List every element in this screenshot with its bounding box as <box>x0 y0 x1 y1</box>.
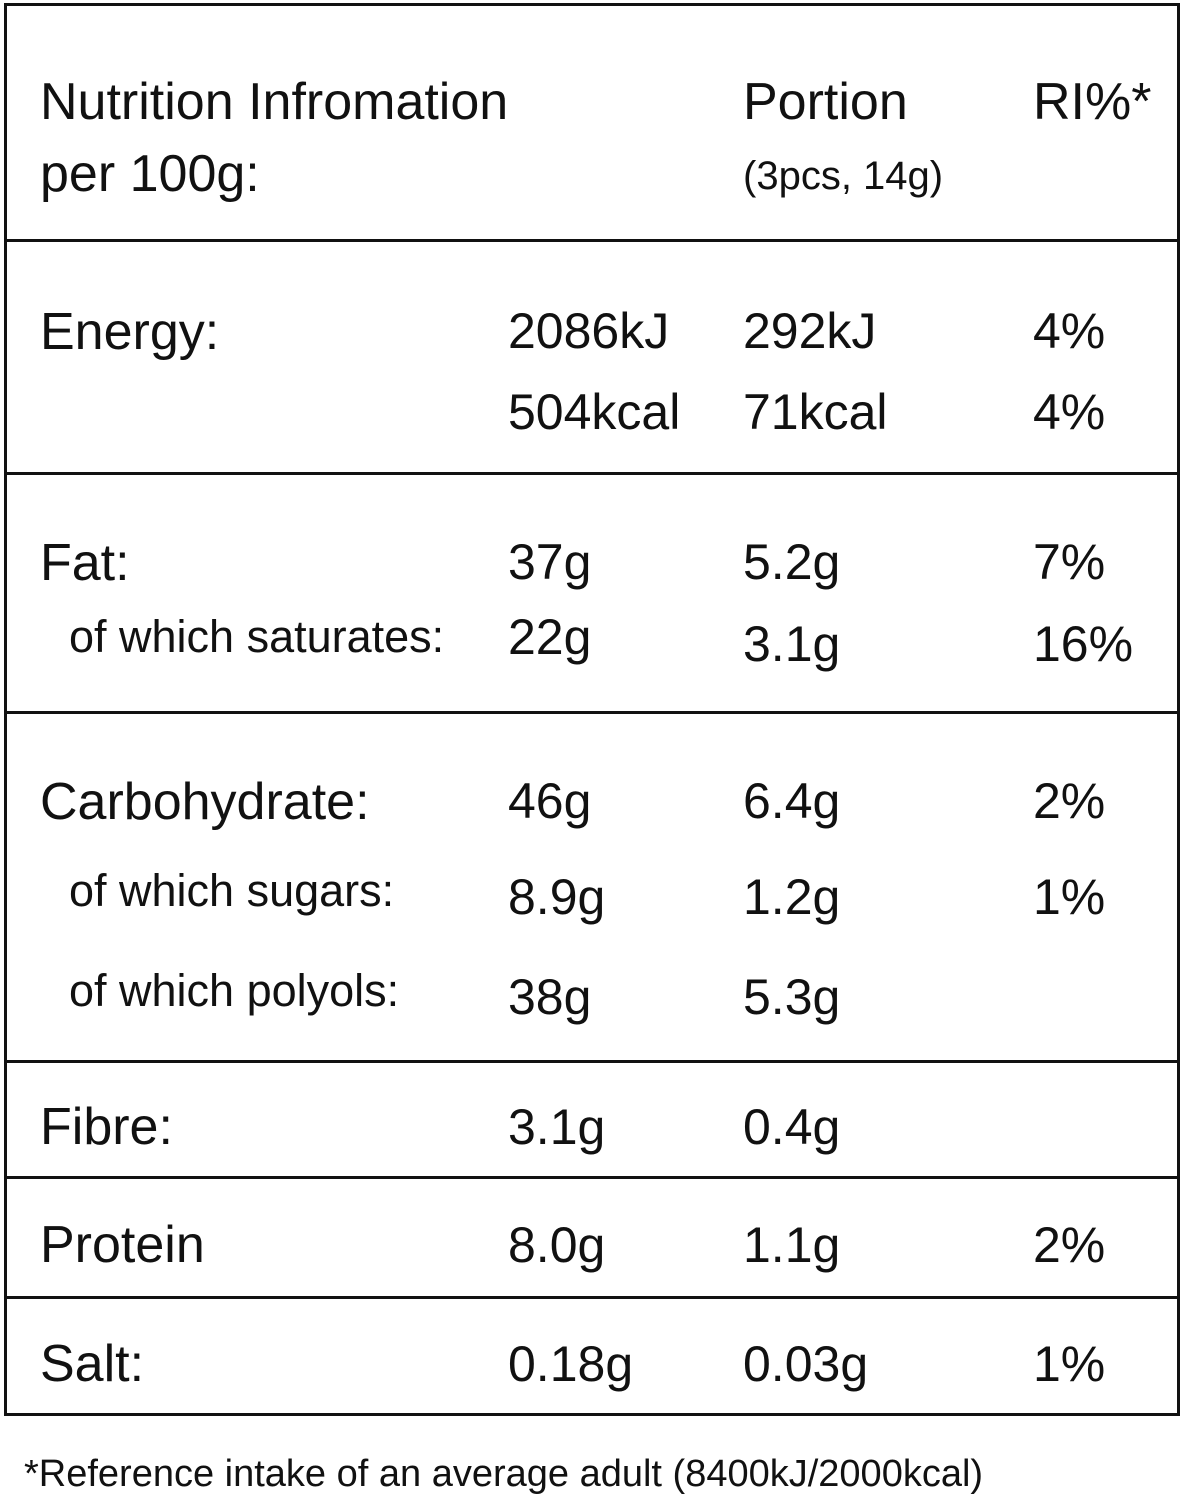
reference-intake-footnote: *Reference intake of an average adult (8… <box>24 1453 984 1495</box>
saturates-per100: 22g <box>508 609 592 665</box>
nutrition-table: Nutrition Infromation per 100g: Portion … <box>4 3 1180 1416</box>
fibre-per100: 3.1g <box>508 1099 606 1155</box>
polyols-per100: 38g <box>508 969 592 1025</box>
saturates-portion: 3.1g <box>743 616 841 672</box>
energy-portion-kj: 292kJ <box>743 303 877 359</box>
protein-label: Protein <box>40 1216 205 1274</box>
energy-ri-kcal: 4% <box>1033 384 1106 440</box>
energy-label: Energy: <box>40 303 220 361</box>
carbohydrate-label: Carbohydrate: <box>40 773 370 831</box>
carbohydrate-ri: 2% <box>1033 773 1106 829</box>
row-divider <box>7 1296 1177 1299</box>
salt-per100: 0.18g <box>508 1336 634 1392</box>
table-title-line1: Nutrition Infromation <box>40 73 509 131</box>
energy-portion-kcal: 71kcal <box>743 384 888 440</box>
polyols-label: of which polyols: <box>69 965 400 1016</box>
portion-header: Portion <box>743 73 908 131</box>
sugars-portion: 1.2g <box>743 869 841 925</box>
saturates-label: of which saturates: <box>69 611 445 662</box>
fibre-label: Fibre: <box>40 1098 173 1156</box>
row-divider <box>7 1060 1177 1063</box>
energy-ri-kj: 4% <box>1033 303 1106 359</box>
protein-per100: 8.0g <box>508 1217 606 1273</box>
table-title-line2: per 100g: <box>40 145 260 203</box>
protein-ri: 2% <box>1033 1217 1106 1273</box>
sugars-per100: 8.9g <box>508 869 606 925</box>
fat-label: Fat: <box>40 534 130 592</box>
fat-portion: 5.2g <box>743 534 841 590</box>
energy-per100-kcal: 504kcal <box>508 384 681 440</box>
protein-portion: 1.1g <box>743 1217 841 1273</box>
row-divider <box>7 711 1177 714</box>
salt-portion: 0.03g <box>743 1336 869 1392</box>
saturates-ri: 16% <box>1033 616 1134 672</box>
energy-per100-kj: 2086kJ <box>508 303 670 359</box>
carbohydrate-portion: 6.4g <box>743 773 841 829</box>
portion-size-note: (3pcs, 14g) <box>743 154 944 198</box>
fibre-portion: 0.4g <box>743 1099 841 1155</box>
sugars-ri: 1% <box>1033 869 1106 925</box>
row-divider <box>7 239 1177 242</box>
fat-ri: 7% <box>1033 534 1106 590</box>
row-divider <box>7 472 1177 475</box>
carbohydrate-per100: 46g <box>508 773 592 829</box>
row-divider <box>7 1176 1177 1179</box>
salt-ri: 1% <box>1033 1336 1106 1392</box>
polyols-portion: 5.3g <box>743 969 841 1025</box>
salt-label: Salt: <box>40 1335 145 1393</box>
sugars-label: of which sugars: <box>69 865 395 916</box>
ri-header: RI%* <box>1033 73 1152 131</box>
fat-per100: 37g <box>508 534 592 590</box>
